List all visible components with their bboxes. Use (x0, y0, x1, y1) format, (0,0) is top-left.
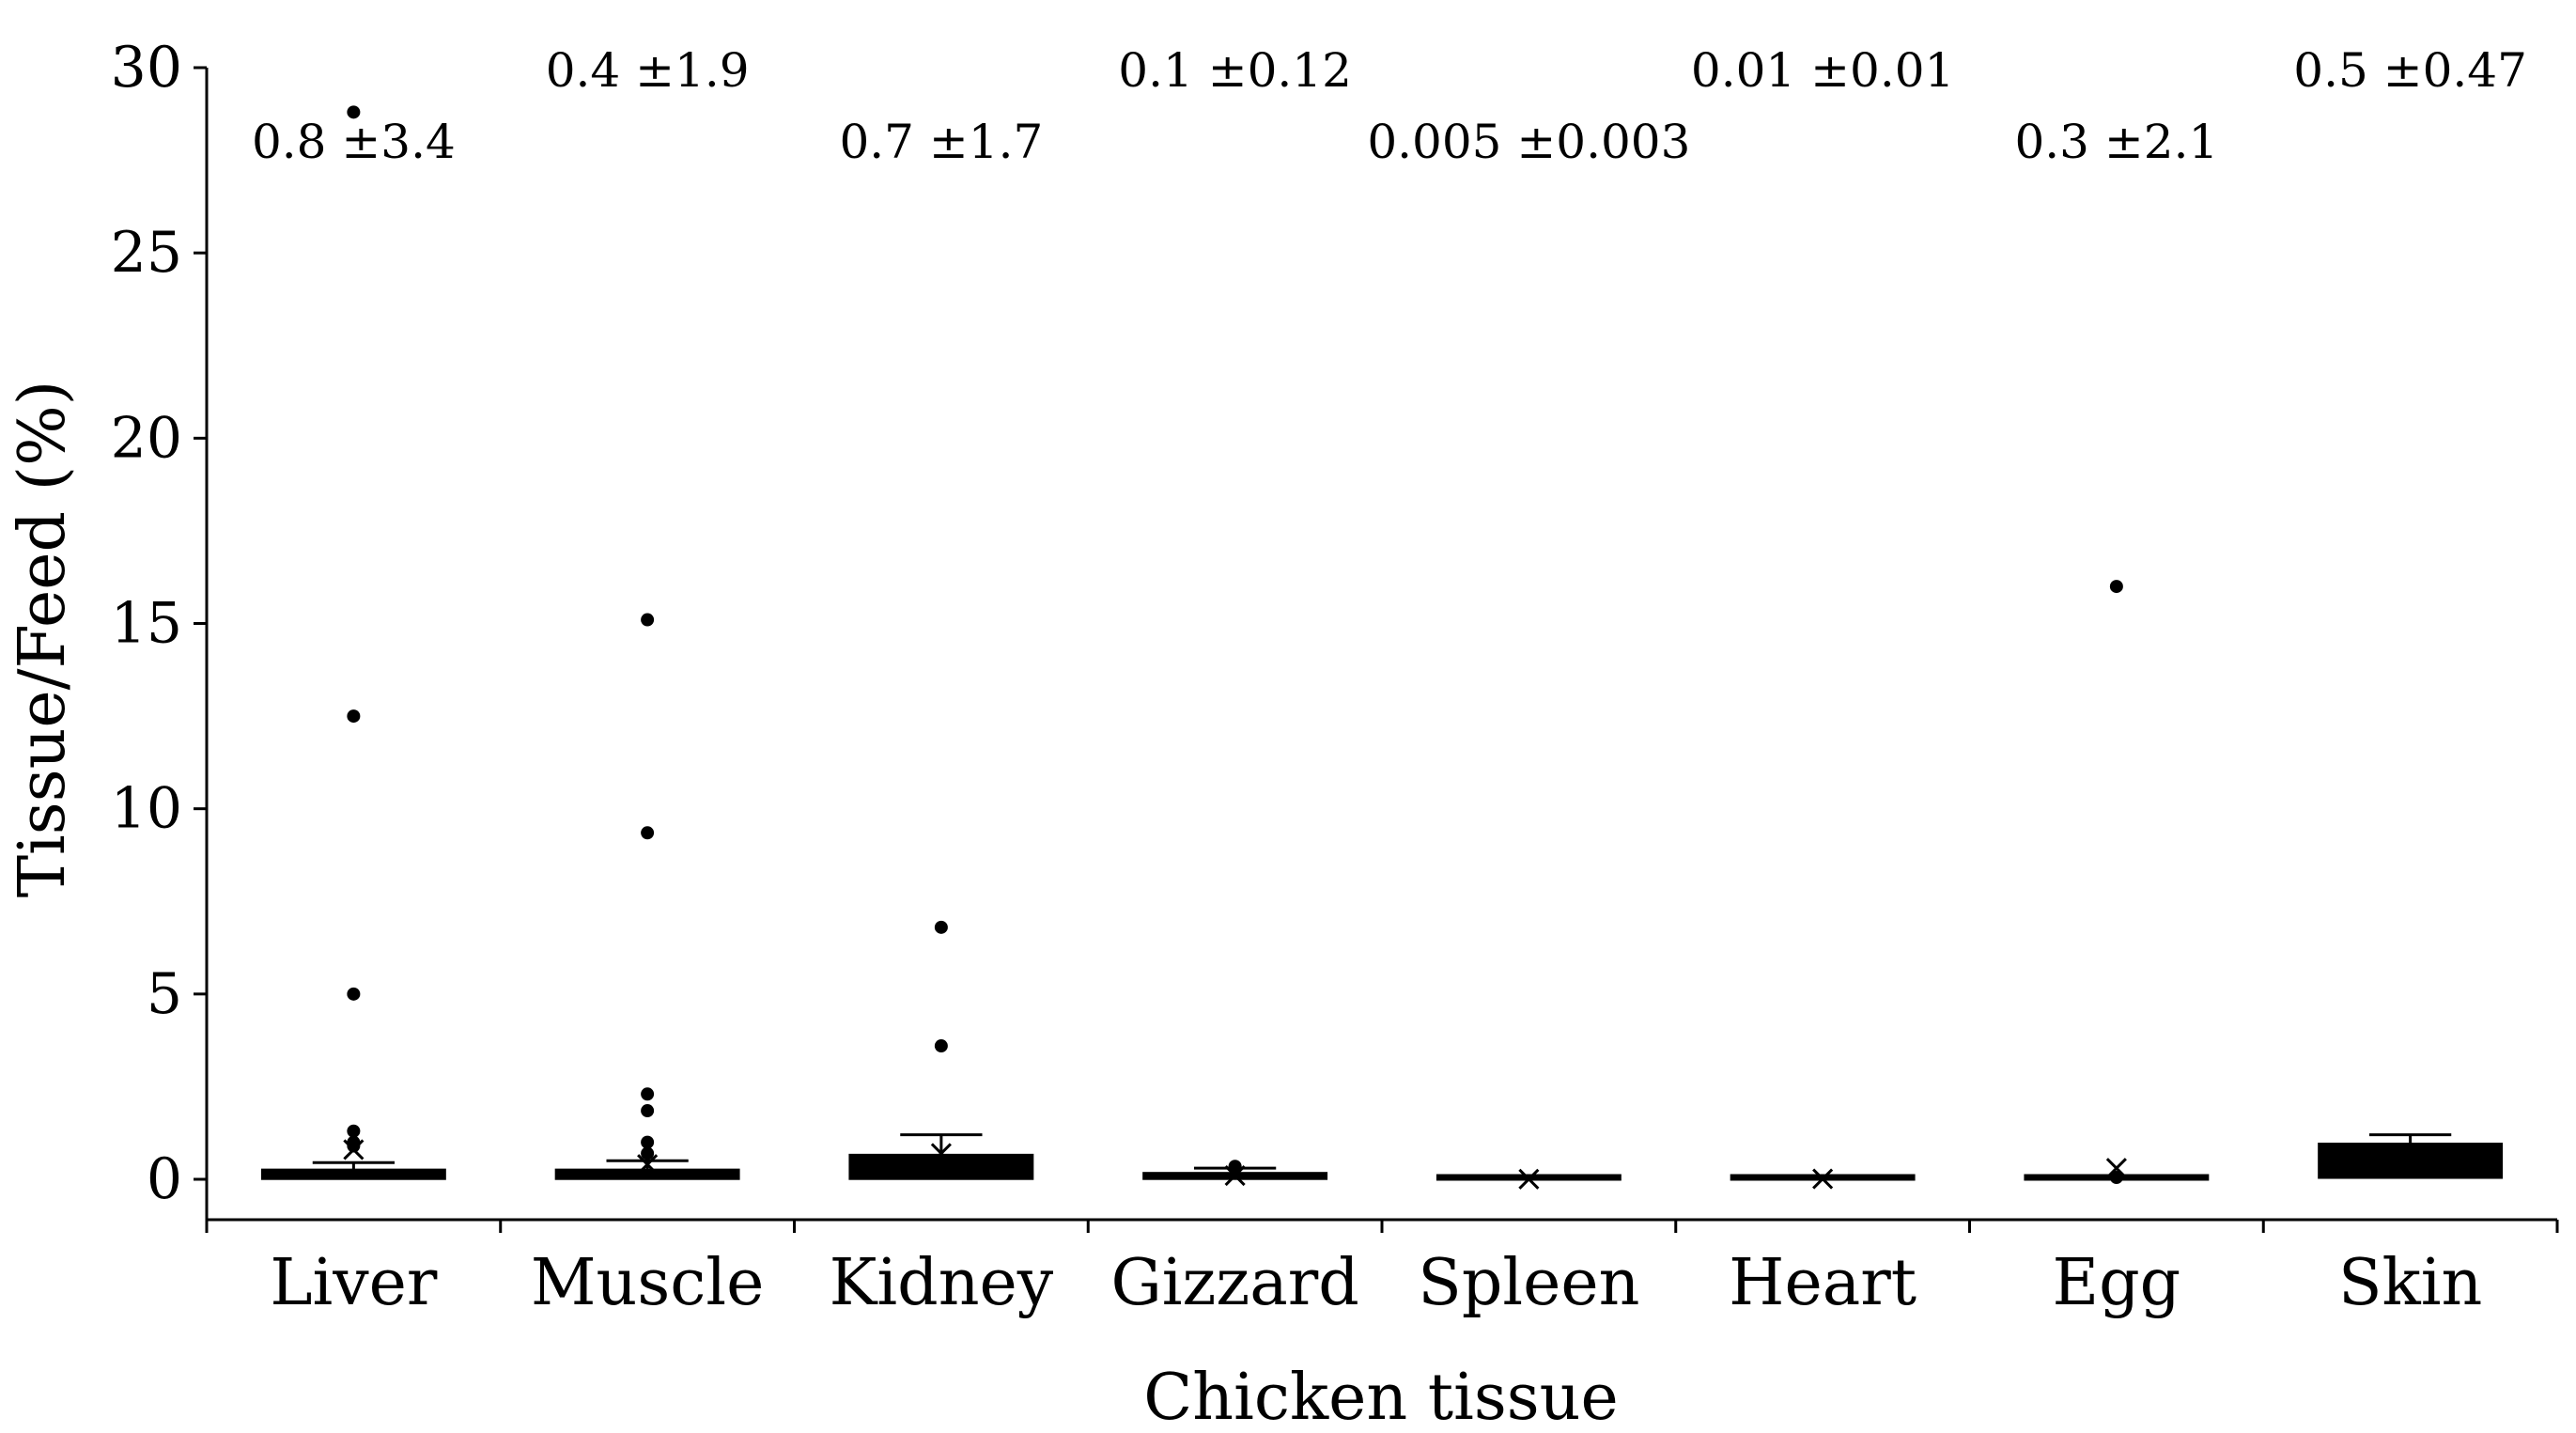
mean-marker (1812, 1168, 1834, 1190)
x-tick-label: Skin (2338, 1246, 2482, 1320)
box-heart (1730, 1168, 1916, 1190)
mean-marker (2399, 1150, 2421, 1172)
box-egg (2024, 580, 2210, 1185)
box-kidney (848, 920, 1034, 1180)
outlier-point (641, 1087, 655, 1101)
outlier-point (347, 1124, 361, 1138)
outlier-point (1228, 1160, 1242, 1174)
x-tick-label: Spleen (1418, 1246, 1639, 1320)
annotation-label: 0.8 ±3.4 (252, 115, 456, 169)
box-liver (260, 105, 446, 1180)
x-tick-label: Kidney (830, 1246, 1054, 1320)
annotation-label: 0.5 ±0.47 (2293, 43, 2527, 98)
x-axis-title: Chicken tissue (1143, 1361, 1618, 1433)
outlier-point (2109, 580, 2123, 594)
outlier-point (934, 1039, 948, 1053)
x-tick-label: Gizzard (1110, 1246, 1358, 1320)
x-tick-label: Heart (1729, 1246, 1916, 1320)
annotation-label: 0.01 ±0.01 (1691, 43, 1954, 98)
annotation-label: 0.4 ±1.9 (546, 43, 750, 98)
annotation-label: 0.1 ±0.12 (1118, 43, 1352, 98)
mean-marker (930, 1143, 952, 1164)
mean-marker (1518, 1168, 1540, 1190)
outlier-point (641, 1146, 655, 1160)
y-tick-label: 20 (111, 405, 182, 471)
y-tick-label: 10 (111, 776, 182, 842)
y-tick-label: 15 (111, 591, 182, 657)
mean-marker (637, 1154, 659, 1176)
box-gizzard (1142, 1160, 1328, 1187)
outlier-point (347, 709, 361, 724)
y-axis: 0 5 10 15 20 25 30 (111, 35, 209, 1220)
y-tick-label: 30 (111, 35, 182, 101)
x-axis: Liver Muscle Kidney Gizzard Spleen Heart Egg Sk… (205, 1218, 2559, 1320)
annotation-label: 0.005 ±0.003 (1367, 115, 1690, 169)
annotation-label: 0.3 ±2.1 (2014, 115, 2218, 169)
x-tick-label: Muscle (531, 1246, 764, 1320)
y-tick-label: 0 (147, 1146, 182, 1212)
mean-marker (1224, 1164, 1246, 1187)
outlier-point (641, 613, 655, 627)
x-tick-label: Egg (2053, 1246, 2181, 1320)
mean-marker (2105, 1158, 2127, 1179)
outlier-point (641, 1135, 655, 1149)
outlier-point (347, 1139, 361, 1153)
box-spleen (1435, 1168, 1622, 1190)
y-tick-label: 25 (111, 220, 182, 286)
outlier-point (641, 826, 655, 840)
x-tick-label: Liver (270, 1246, 438, 1320)
y-tick-label: 5 (147, 961, 182, 1027)
annotation-label: 0.7 ±1.7 (839, 115, 1043, 169)
mean-sd-annotations: 0.8 ±3.4 0.4 ±1.9 0.7 ±1.7 0.1 ±0.12 0.005 ±… (252, 43, 2527, 169)
outlier-point (934, 920, 948, 934)
outlier-point (2109, 1171, 2123, 1185)
box-skin (2318, 1133, 2504, 1179)
box-muscle (554, 613, 740, 1180)
outlier-point (641, 1104, 655, 1118)
plot-area (260, 105, 2504, 1190)
outlier-point (347, 105, 361, 119)
outlier-point (347, 987, 361, 1001)
y-axis-title: Tissue/Feed (%) (6, 381, 80, 898)
